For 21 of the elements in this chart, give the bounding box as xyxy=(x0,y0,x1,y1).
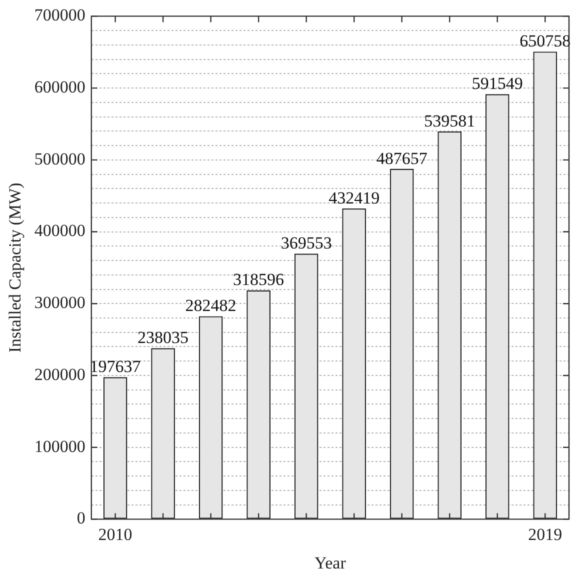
y-axis-title: Installed Capacity (MW) xyxy=(6,182,25,353)
y-tick-label: 0 xyxy=(76,508,86,528)
data-label: 539581 xyxy=(424,111,476,130)
y-tick-label: 200000 xyxy=(34,364,86,384)
x-tick-label: 2019 xyxy=(528,524,562,544)
x-tick-label: 2010 xyxy=(98,524,132,544)
data-label: 487657 xyxy=(376,148,428,168)
y-tick-label: 100000 xyxy=(34,436,86,456)
y-tick-label: 300000 xyxy=(34,293,86,312)
data-label: 197637 xyxy=(90,357,142,376)
data-label: 591549 xyxy=(472,74,523,94)
y-tick-label: 500000 xyxy=(34,149,86,168)
data-label: 238035 xyxy=(138,328,189,348)
data-label: 318596 xyxy=(233,270,284,290)
x-axis-title: Year xyxy=(314,553,346,572)
data-label: 369553 xyxy=(280,234,332,253)
data-label: 282482 xyxy=(185,296,236,316)
y-tick-label: 700000 xyxy=(34,6,86,25)
data-label: 432419 xyxy=(328,188,380,208)
y-tick-label: 600000 xyxy=(34,78,86,97)
y-tick-label: 400000 xyxy=(34,221,86,240)
